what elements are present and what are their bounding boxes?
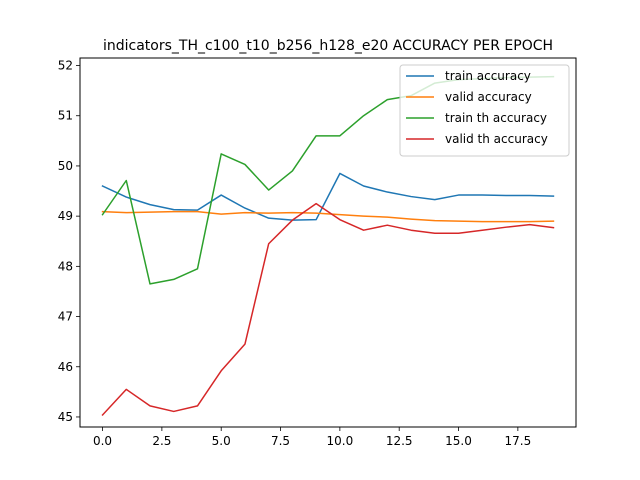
y-tick-label: 51	[58, 109, 73, 123]
x-tick-label: 7.5	[271, 434, 290, 448]
y-tick-label: 48	[58, 259, 73, 273]
x-axis: 0.0 2.5 5.0 7.5 10.0 12.5 15.0 17.5	[93, 427, 531, 448]
y-axis: 45 46 47 48 49 50 51 52	[58, 59, 80, 424]
legend-label: train accuracy	[445, 69, 531, 83]
legend: train accuracy valid accuracy train th acc…	[399, 64, 570, 157]
series-line-1	[101, 210, 555, 223]
x-tick-label: 10.0	[327, 434, 354, 448]
x-tick-label: 17.5	[504, 434, 531, 448]
chart-title: indicators_TH_c100_t10_b256_h128_e20 ACC…	[103, 38, 553, 54]
y-tick-label: 47	[58, 310, 73, 324]
x-tick-label: 15.0	[445, 434, 472, 448]
y-tick-label: 45	[58, 410, 73, 424]
legend-label: valid th accuracy	[445, 132, 548, 146]
plot-frame	[79, 57, 577, 428]
x-tick-label: 0.0	[93, 434, 112, 448]
x-tick-label: 12.5	[386, 434, 413, 448]
x-tick-label: 5.0	[212, 434, 231, 448]
x-tick-label: 2.5	[152, 434, 171, 448]
y-tick-label: 46	[58, 360, 73, 374]
y-tick-label: 52	[58, 59, 73, 73]
legend-label: train th accuracy	[445, 111, 547, 125]
y-tick-label: 50	[58, 159, 73, 173]
y-tick-label: 49	[58, 209, 73, 223]
series-line-3	[101, 202, 555, 417]
legend-box	[399, 64, 570, 157]
series-line-0	[101, 172, 555, 221]
legend-label: valid accuracy	[445, 90, 532, 104]
